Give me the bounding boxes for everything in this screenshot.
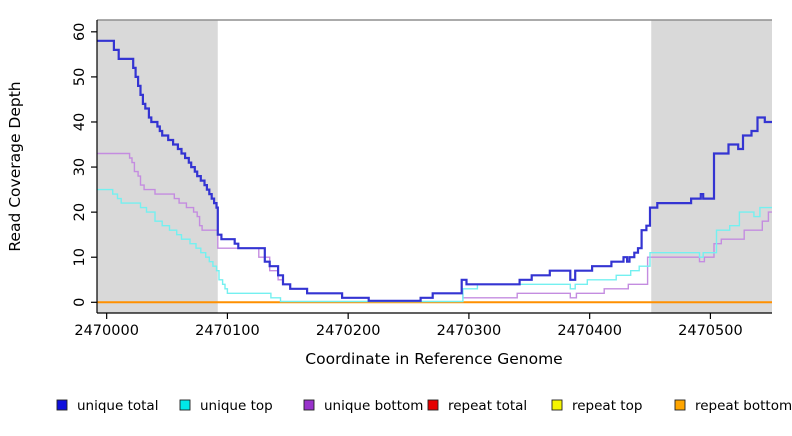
legend-label-unique-bottom: unique bottom <box>324 398 423 414</box>
x-tick-label: 2470500 <box>678 323 743 339</box>
y-tick-label: 60 <box>72 23 88 41</box>
legend-swatch-unique-top <box>179 399 191 411</box>
series-unique-total <box>97 39 772 302</box>
x-tick-label: 2470200 <box>316 323 381 339</box>
y-tick-label: 0 <box>72 298 88 307</box>
legend-label-unique-total: unique total <box>77 398 158 414</box>
legend-label-unique-top: unique top <box>200 398 273 414</box>
series-unique-top <box>97 188 772 303</box>
y-tick-label: 20 <box>72 203 88 221</box>
legend-swatch-repeat-bottom <box>674 399 686 411</box>
x-tick-label: 2470300 <box>437 323 502 339</box>
x-tick-label: 2470400 <box>557 323 622 339</box>
repeat-region-right <box>651 20 772 313</box>
legend-swatch-unique-total <box>56 399 68 411</box>
repeat-region-left <box>97 20 218 313</box>
x-tick-label: 2470000 <box>74 323 139 339</box>
y-tick-label: 40 <box>72 113 88 131</box>
legend-label-repeat-total: repeat total <box>448 398 527 414</box>
y-tick-label: 30 <box>72 158 88 176</box>
legend-swatch-repeat-top <box>551 399 563 411</box>
legend-swatch-unique-bottom <box>303 399 315 411</box>
legend-swatch-repeat-total <box>427 399 439 411</box>
y-axis-title: Read Coverage Depth <box>6 81 24 251</box>
legend-label-repeat-top: repeat top <box>572 398 642 414</box>
legend-label-repeat-bottom: repeat bottom <box>695 398 792 414</box>
y-tick-label: 10 <box>72 248 88 266</box>
x-axis-title: Coordinate in Reference Genome <box>305 350 562 368</box>
x-tick-label: 2470100 <box>195 323 260 339</box>
y-tick-label: 50 <box>72 68 88 86</box>
